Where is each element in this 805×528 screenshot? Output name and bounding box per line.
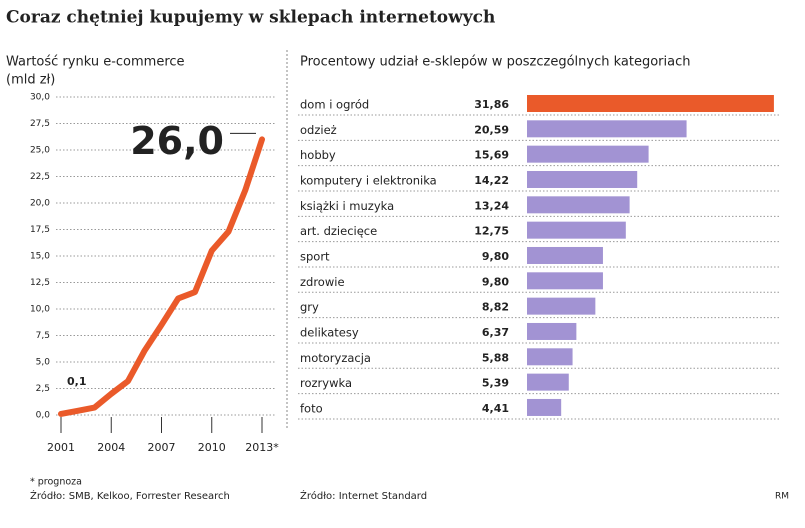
bar [527,221,626,239]
bar [527,272,603,290]
category-label: motoryzacja [300,351,371,365]
y-tick-label: 5,0 [36,358,51,368]
y-axis-label: Wartość rynku e-commerce [6,55,185,70]
x-tick-label: 2013* [245,441,279,454]
category-label: hobby [300,148,336,162]
x-tick-label: 2010 [198,441,226,454]
y-axis-unit: (mld zł) [6,73,55,88]
data-label: 14,22 [474,174,509,187]
bar [527,170,638,188]
y-tick-label: 12,5 [30,278,50,288]
category-label: książki i muzyka [300,199,394,213]
y-tick-label: 2,5 [36,384,50,394]
data-label: 5,88 [482,351,509,364]
bar [527,297,596,315]
bar [527,373,569,391]
x-tick-label: 2004 [97,441,125,454]
category-label: komputery i elektronika [300,173,437,187]
category-label: gry [300,300,319,314]
data-label: 12,75 [474,225,509,238]
bar [527,398,562,416]
y-tick-label: 0,0 [36,411,51,421]
line [58,136,265,417]
data-label: 5,39 [482,377,509,390]
data-label: 9,80 [482,275,509,288]
y-tick-label: 22,5 [30,172,50,182]
category-label: zdrowie [300,275,345,289]
credit: RM [775,492,789,502]
y-tick-label: 20,0 [30,199,50,209]
chart-title: Procentowy udział e-sklepów w poszczegól… [300,55,691,70]
y-tick-label: 15,0 [30,252,50,262]
y-tick-label: 27,5 [30,119,50,129]
category-label: rozrywka [300,376,352,390]
y-tick-label: 17,5 [30,225,50,235]
title: Coraz chętniej kupujemy w sklepach inter… [6,8,495,28]
category-label: odzież [300,123,337,137]
x-tick-label: 2007 [148,441,176,454]
y-tick-label: 25,0 [30,146,50,156]
data-label: 9,80 [482,250,509,263]
category-label: sport [300,249,330,263]
y-tick-label: 10,0 [30,305,50,315]
data-label: 20,59 [474,123,509,136]
category-label: foto [300,401,323,415]
y-tick-label: 30,0 [30,93,50,103]
bar [527,145,649,163]
y-tick-label: 7,5 [36,331,50,341]
x-tick-label: 2001 [47,441,75,454]
data-label: 13,24 [474,199,509,212]
footnote: * prognoza [30,477,82,488]
bar [527,95,774,112]
category-label: dom i ogród [300,98,369,112]
category-label: delikatesy [300,325,359,339]
bar [527,196,630,214]
data-label: 0,1 [67,375,87,388]
data-label: 26,0 [130,119,224,163]
data-label: 4,41 [482,402,509,415]
source: Źródło: SMB, Kelkoo, Forrester Research [30,489,230,502]
bar [527,246,603,264]
source: Źródło: Internet Standard [300,489,427,502]
data-label: 8,82 [482,301,509,314]
data-label: 15,69 [474,149,509,162]
bar [527,120,687,138]
data-label: 6,37 [482,326,509,339]
data-label: 31,86 [474,98,509,111]
bar [527,322,577,340]
category-label: art. dziecięce [300,224,377,238]
bar [527,348,573,366]
